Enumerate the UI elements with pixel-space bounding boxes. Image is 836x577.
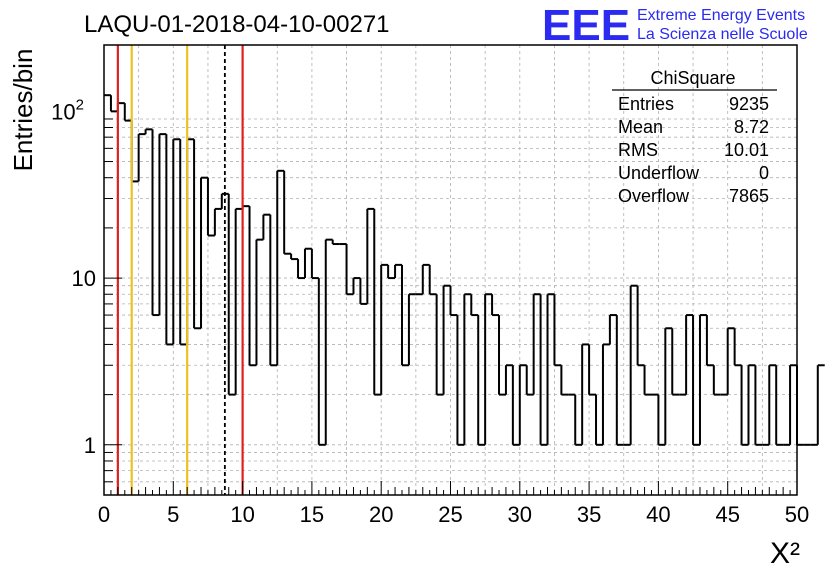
y-tick-label: 102 xyxy=(51,96,84,124)
stats-row-label: Overflow xyxy=(618,186,690,206)
logo-line-1: Extreme Energy Events xyxy=(637,7,805,24)
chart-title: LAQU-01-2018-04-10-00271 xyxy=(84,11,390,38)
x-tick-label: 40 xyxy=(646,502,670,527)
x-tick-label: 25 xyxy=(438,502,462,527)
y-tick-label: 1 xyxy=(84,433,96,458)
x-tick-label: 10 xyxy=(230,502,254,527)
x-axis-label: X² xyxy=(770,537,800,570)
x-tick-label: 5 xyxy=(167,502,179,527)
eee-logo: EEE Extreme Energy Events La Scienza nel… xyxy=(542,1,808,50)
logo-line-2: La Scienza nelle Scuole xyxy=(637,26,808,43)
y-tick-exponent: 2 xyxy=(76,96,84,113)
x-tick-label: 45 xyxy=(715,502,739,527)
x-tick-label: 0 xyxy=(98,502,110,527)
stats-row-value: 8.72 xyxy=(734,117,769,137)
stats-box: ChiSquare Entries 9235 Mean 8.72 RMS 10.01 Und… xyxy=(612,68,777,206)
x-tick-label: 30 xyxy=(508,502,532,527)
x-axis: 0 5 10 15 20 25 30 35 40 45 50 xyxy=(98,481,809,527)
stats-row-label: RMS xyxy=(618,140,658,160)
stats-row-value: 9235 xyxy=(729,94,769,114)
stats-row-label: Underflow xyxy=(618,163,700,183)
stats-row-value: 10.01 xyxy=(724,140,769,160)
y-tick-label: 10 xyxy=(72,266,96,291)
stats-row-value: 0 xyxy=(759,163,769,183)
y-axis: 1 10 102 xyxy=(51,96,122,496)
stats-row-value: 7865 xyxy=(729,186,769,206)
y-axis-label: Entries/bin xyxy=(8,49,38,172)
x-tick-label: 20 xyxy=(369,502,393,527)
stats-title: ChiSquare xyxy=(650,68,735,88)
x-tick-label: 50 xyxy=(785,502,809,527)
eee-logo-mark: EEE xyxy=(542,1,630,50)
x-tick-label: 35 xyxy=(577,502,601,527)
stats-row-label: Entries xyxy=(618,94,674,114)
reference-lines xyxy=(116,45,244,495)
x-tick-label: 15 xyxy=(300,502,324,527)
stats-row-label: Mean xyxy=(618,117,663,137)
histogram-series xyxy=(104,94,825,446)
